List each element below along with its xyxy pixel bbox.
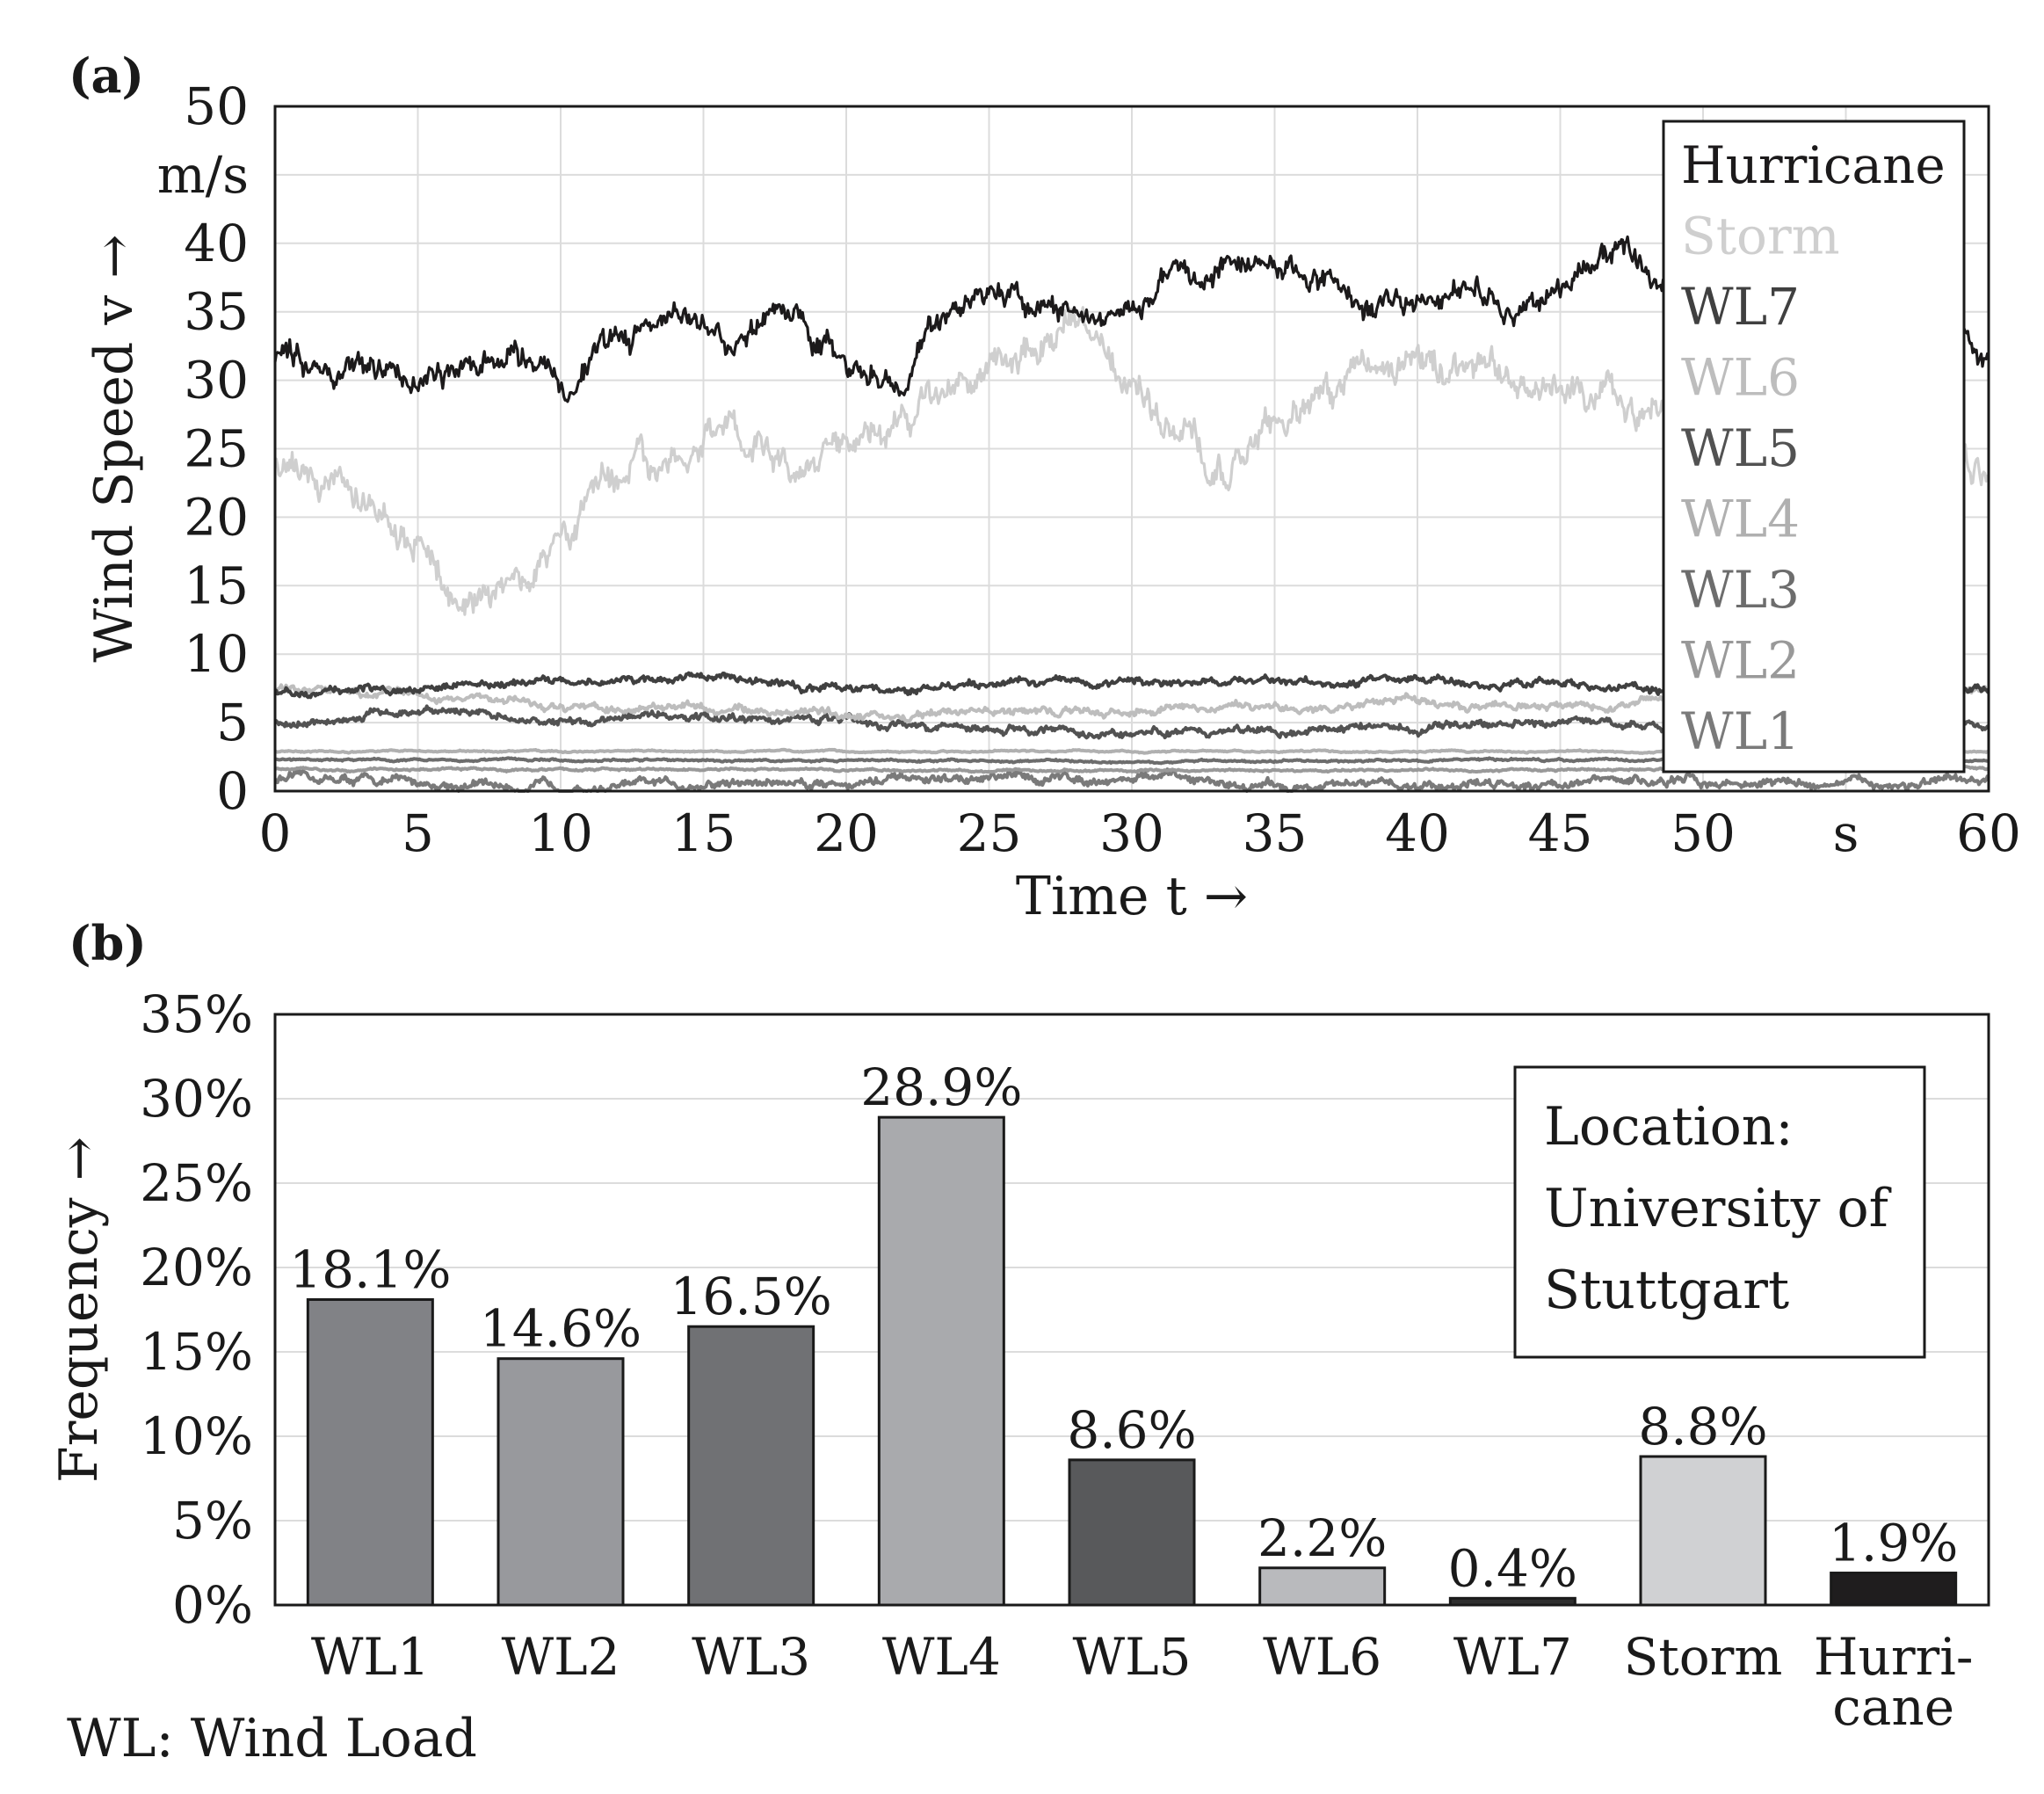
bar-value-label: 8.6% — [1067, 1400, 1196, 1460]
location-line-2: University of — [1544, 1178, 1892, 1239]
y-tick-label: 0% — [172, 1575, 253, 1635]
legend-entry-storm: Storm — [1681, 207, 1840, 266]
bar-storm — [1639, 1455, 1767, 1607]
y-tick-label: 10 — [184, 624, 249, 684]
x-tick-label: 10 — [528, 803, 593, 863]
legend-entry-wl1: WL1 — [1681, 701, 1800, 761]
y-tick-label: 0 — [216, 761, 249, 821]
category-label: Storm — [1624, 1627, 1783, 1687]
category-label: WL1 — [311, 1627, 430, 1687]
y-tick-label: 30 — [184, 351, 249, 410]
panel-a-label: (a) — [69, 47, 144, 104]
wind-speed-xlabel: Time t → — [1016, 866, 1248, 927]
legend-entry-wl7: WL7 — [1681, 277, 1800, 337]
y-tick-label: 35% — [140, 984, 253, 1044]
x-tick-label: 45 — [1528, 803, 1593, 863]
bar-value-label: 16.5% — [670, 1267, 832, 1326]
y-tick-label: 50 — [184, 76, 249, 136]
x-tick-label: 50 — [1671, 803, 1736, 863]
y-tick-label: 25% — [140, 1153, 253, 1213]
category-label: WL3 — [692, 1627, 810, 1687]
bar-value-label: 14.6% — [480, 1299, 641, 1359]
wind-speed-panel: (a) 0 5 10 15 20 25 30 35 40 45 50 s 600510152025303… — [69, 47, 2021, 927]
y-tick-label: 30% — [140, 1069, 253, 1129]
panel-b-label: (b) — [69, 915, 147, 971]
legend-entry-wl5: WL5 — [1681, 418, 1800, 478]
category-label: WL6 — [1263, 1627, 1381, 1687]
legend-entry-hurricane: Hurricane — [1681, 135, 1946, 195]
x-tick-label: 40 — [1385, 803, 1450, 863]
x-tick-label: 35 — [1243, 803, 1308, 863]
bar-value-label: 8.8% — [1638, 1397, 1767, 1456]
frequency-panel: (b) 18.1% 14.6% 16.5% 28.9% 8.6% 2.2% 0.4% 8.8%… — [48, 915, 1990, 1769]
legend-box — [1662, 120, 1966, 774]
category-label: WL2 — [501, 1627, 620, 1687]
x-tick-label: s — [1833, 803, 1859, 863]
wind-speed-tick-labels: 0 5 10 15 20 25 30 35 40 45 50 s 600510152025303540m… — [157, 76, 2021, 863]
x-tick-label: 15 — [671, 803, 736, 863]
bar-value-label: 2.2% — [1258, 1508, 1387, 1568]
legend-entry-wl3: WL3 — [1681, 560, 1800, 620]
category-label: cane — [1832, 1677, 1954, 1737]
bar-value-label: 0.4% — [1448, 1538, 1577, 1598]
x-tick-label: 60 — [1956, 803, 2021, 863]
bar-wl2 — [497, 1357, 625, 1607]
bar-wl5 — [1068, 1458, 1196, 1607]
legend-entry-wl4: WL4 — [1681, 490, 1800, 549]
bar-value-label: 18.1% — [289, 1239, 451, 1299]
y-tick-label: 40 — [184, 214, 249, 273]
location-annotation: Location: University of Stuttgart — [1513, 1065, 1926, 1359]
y-tick-label: 15 — [184, 556, 249, 615]
frequency-ylabel: Frequency → — [48, 1137, 110, 1483]
x-tick-label: 20 — [814, 803, 879, 863]
category-label: WL4 — [882, 1627, 1001, 1687]
x-tick-label: 5 — [402, 803, 434, 863]
category-label: WL7 — [1453, 1627, 1572, 1687]
y-tick-label: 5% — [172, 1491, 253, 1551]
category-label: Hurri- — [1814, 1627, 1974, 1687]
x-tick-label: 0 — [259, 803, 292, 863]
legend-entry-wl2: WL2 — [1681, 631, 1800, 691]
location-line-3: Stuttgart — [1544, 1260, 1789, 1321]
y-tick-label: 35 — [184, 282, 249, 342]
bar-wl3 — [687, 1325, 815, 1607]
y-tick-label: 20 — [184, 487, 249, 547]
wind-speed-ylabel: Wind Speed v → — [83, 234, 145, 662]
wind-speed-legend: Hurricane Storm WL7 WL6 WL5 WL4 WL3 WL2 WL1 — [1662, 120, 1966, 774]
bar-wl6 — [1258, 1566, 1387, 1607]
location-box — [1513, 1065, 1926, 1359]
footnote: WL: Wind Load — [67, 1708, 477, 1769]
y-tick-label: 15% — [140, 1322, 253, 1382]
location-line-1: Location: — [1544, 1096, 1794, 1158]
y-tick-label: 10% — [140, 1406, 253, 1466]
frequency-tick-labels: 0% 5% 10% 15% 20% 25% 30% 35% WL1 WL2 WL3 WL4 WL5 WL6… — [140, 984, 1973, 1737]
legend-entry-wl6: WL6 — [1681, 348, 1800, 408]
bar-hurricane — [1830, 1572, 1958, 1607]
wind-speed-axes-frame — [273, 105, 1990, 793]
bar-wl1 — [306, 1297, 434, 1607]
y-tick-label: m/s — [157, 145, 249, 205]
x-tick-label: 25 — [957, 803, 1022, 863]
y-tick-label: 5 — [216, 693, 249, 752]
bar-value-label: 1.9% — [1829, 1514, 1958, 1573]
frequency-bars: 18.1% 14.6% 16.5% 28.9% 8.6% 2.2% 0.4% 8.8% 1.9% — [289, 1057, 1958, 1607]
x-tick-label: 30 — [1099, 803, 1164, 863]
frequency-axes-frame — [273, 1013, 1990, 1607]
y-tick-label: 20% — [140, 1238, 253, 1297]
bar-value-label: 28.9% — [860, 1057, 1022, 1117]
category-label: WL5 — [1072, 1627, 1191, 1687]
bar-wl4 — [877, 1115, 1005, 1607]
y-tick-label: 25 — [184, 419, 249, 479]
